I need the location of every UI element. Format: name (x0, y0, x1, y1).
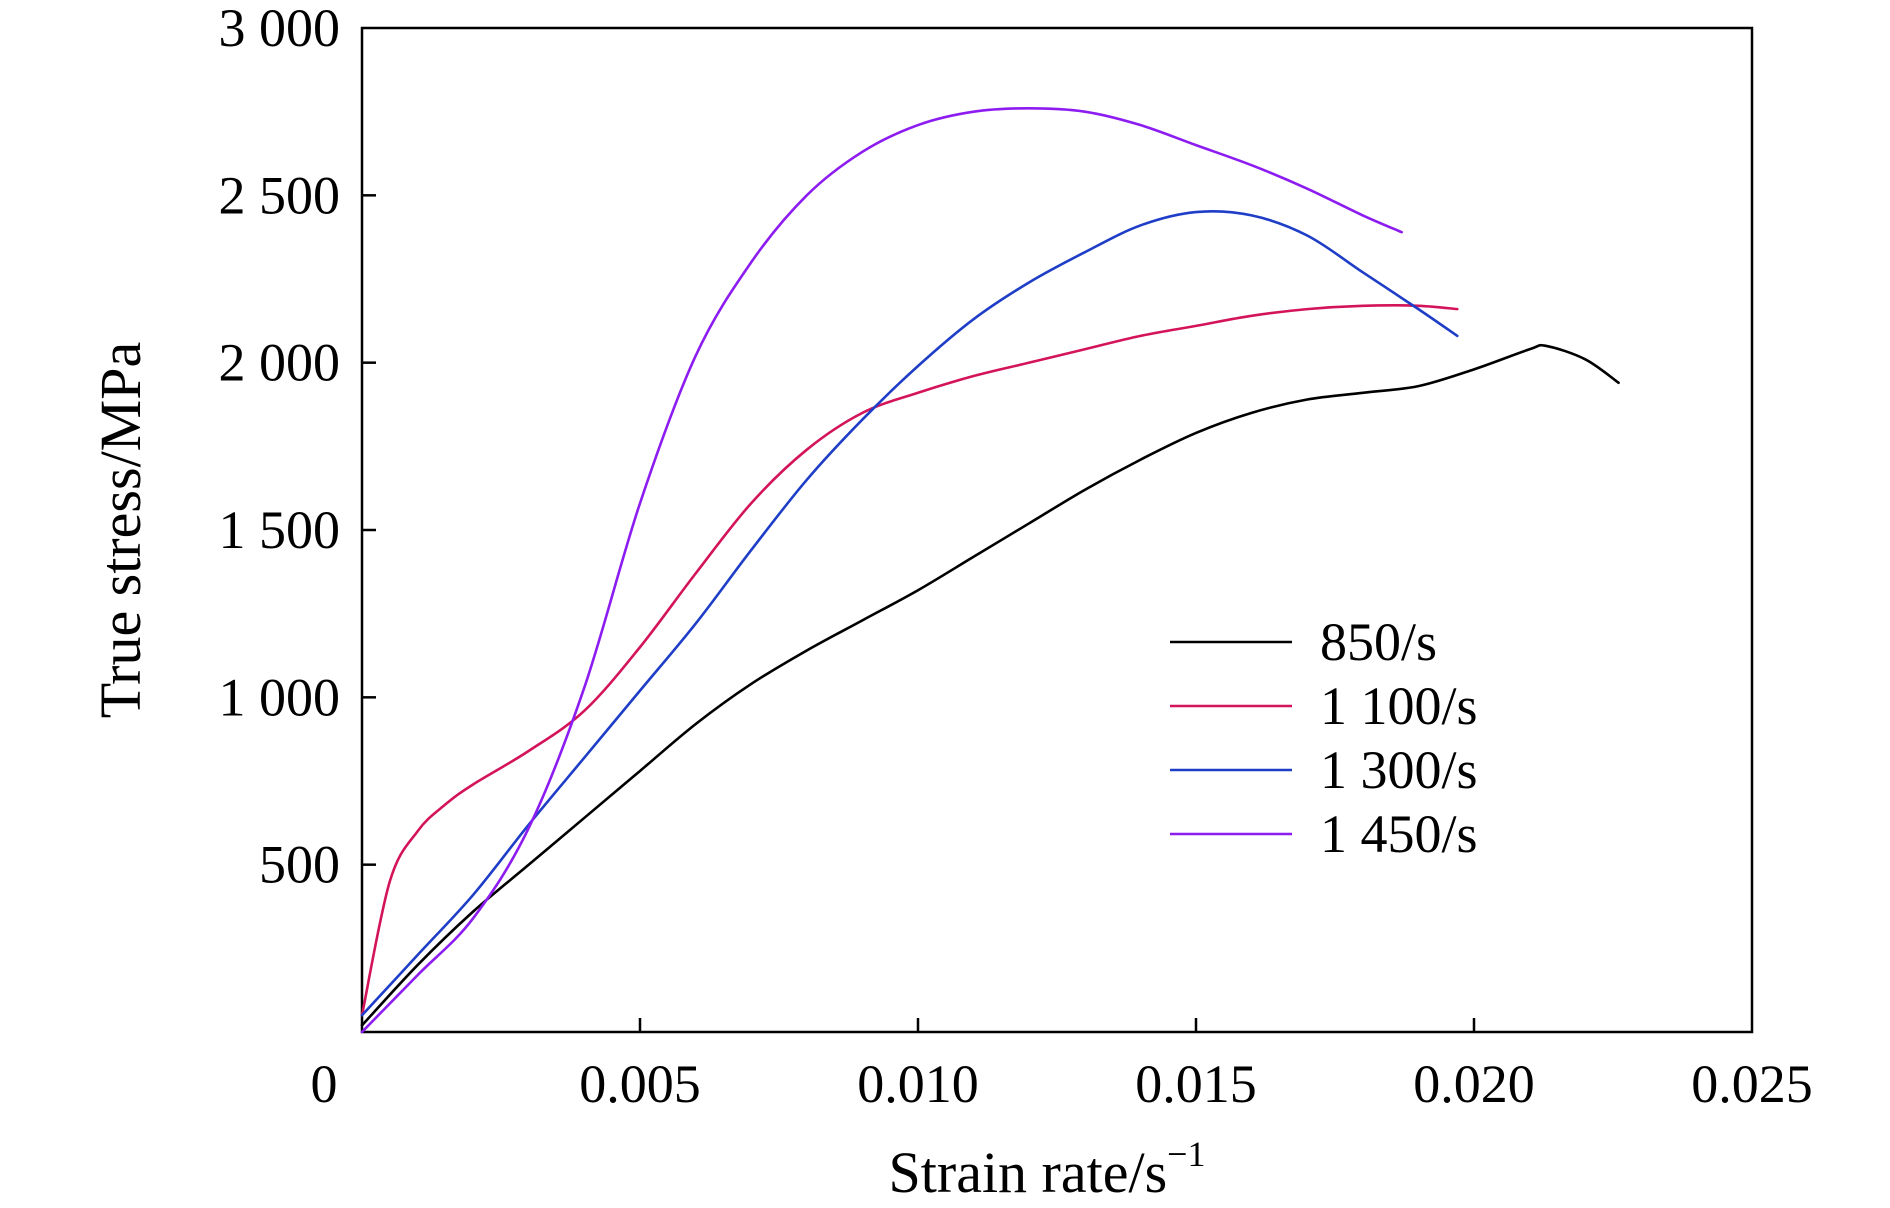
y-tick-label: 2 000 (219, 333, 341, 393)
series-line-3 (360, 107, 1404, 1034)
x-tick-label: 0.010 (857, 1054, 979, 1114)
plot-frame (360, 26, 1754, 1034)
x-tick-label: 0.005 (579, 1054, 701, 1114)
y-tick-label: 500 (259, 835, 340, 895)
y-axis-label: True stress/MPa (88, 342, 153, 719)
series-line-0 (360, 343, 1620, 1027)
legend-label: 1 100/s (1320, 676, 1478, 736)
legend: 850/s1 100/s1 300/s1 450/s (1170, 612, 1478, 864)
x-axis-label-superscript: −1 (1167, 1134, 1205, 1174)
plot-area (360, 26, 1754, 1034)
y-tick-label: 1 500 (219, 500, 341, 560)
x-tick-label: 0 (311, 1054, 338, 1114)
series-layer (360, 107, 1620, 1034)
y-tick-label: 2 500 (219, 165, 341, 225)
legend-label: 850/s (1320, 612, 1437, 672)
x-tick-label: 0.020 (1413, 1054, 1535, 1114)
x-tick-label: 0.025 (1691, 1054, 1813, 1114)
series-line-2 (360, 210, 1459, 1017)
x-axis-label-text: Strain rate/s (889, 1140, 1168, 1205)
y-tick-label: 3 000 (219, 0, 341, 58)
series-line-1 (360, 304, 1459, 1017)
legend-label: 1 450/s (1320, 804, 1478, 864)
x-axis-label: Strain rate/s−1 (889, 1134, 1206, 1205)
y-tick-label: 1 000 (219, 667, 341, 727)
x-tick-label: 0.015 (1135, 1054, 1257, 1114)
axes-layer: 0 0.005 0.010 0.015 0.020 0.025 500 1 000 1 500 2… (88, 0, 1813, 1205)
legend-label: 1 300/s (1320, 740, 1478, 800)
